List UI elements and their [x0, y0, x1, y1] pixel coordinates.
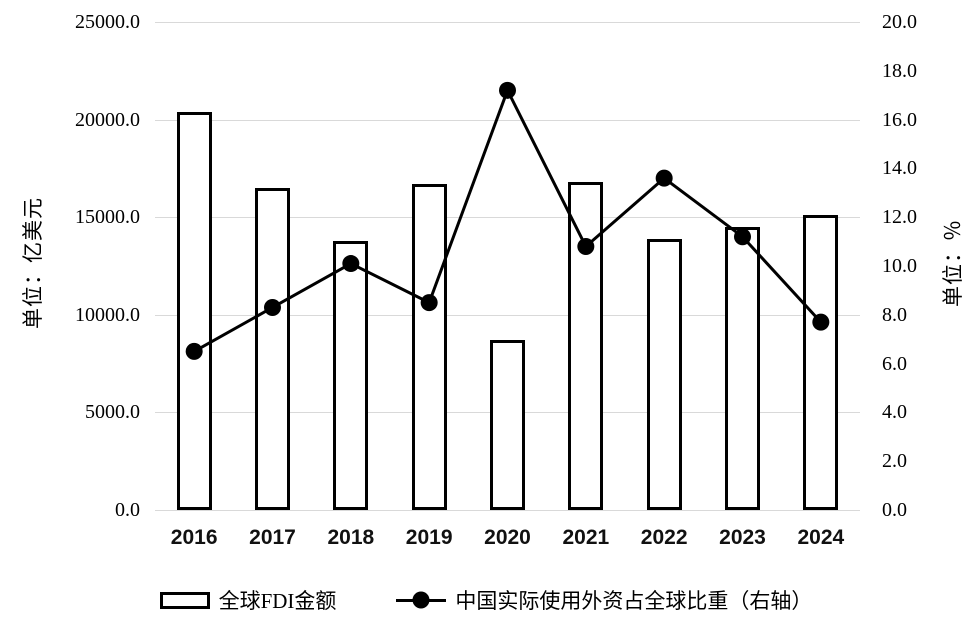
legend-item-fdi-bars: 全球FDI金额: [159, 585, 337, 615]
x-axis-label: 2023: [719, 526, 766, 549]
left-axis-title: 单位：亿美元: [21, 197, 45, 329]
legend-item-china-ratio: 中国实际使用外资占全球比重（右轴）: [396, 585, 812, 615]
x-axis-label: 2020: [484, 526, 531, 549]
right-axis-tick: 6.0: [882, 352, 907, 375]
right-axis-tick: 2.0: [882, 450, 907, 473]
fdi-bar: [490, 340, 525, 510]
right-axis-tick: 0.0: [882, 499, 907, 521]
right-axis-tick: 4.0: [882, 401, 907, 424]
x-axis-label: 2018: [327, 526, 375, 549]
fdi-bar: [333, 240, 369, 510]
x-axis-label: 2017: [249, 526, 296, 549]
right-axis-tick: 18.0: [882, 59, 917, 82]
x-axis-label: 2016: [170, 526, 218, 549]
fdi-bar: [803, 215, 839, 510]
left-axis-tick: 25000.0: [75, 11, 140, 33]
left-axis-tick: 0.0: [115, 499, 140, 521]
right-axis-title: 单位：％: [941, 219, 965, 307]
left-axis-tick: 20000.0: [75, 108, 140, 131]
fdi-bar: [568, 182, 604, 510]
gridline: [155, 22, 860, 23]
bar-series-label: 全球FDI金额: [218, 589, 337, 613]
left-axis-tick: 15000.0: [75, 206, 140, 229]
fdi-bar: [176, 111, 212, 510]
right-axis-tick: 8.0: [882, 303, 907, 326]
right-axis-tick: 20.0: [882, 11, 917, 33]
bar-series-swatch: [159, 591, 210, 609]
right-axis-tick: 14.0: [882, 157, 917, 180]
line-series-swatch: [396, 591, 447, 609]
line-marker-icon: [412, 591, 430, 609]
fdi-bar: [411, 184, 447, 510]
right-axis-tick: 10.0: [882, 255, 917, 277]
x-axis-label: 2019: [405, 526, 453, 549]
ratio-point: [499, 81, 516, 99]
left-axis-tick: 5000.0: [85, 401, 140, 424]
legend: 全球FDI金额 中国实际使用外资占全球比重（右轴）: [0, 582, 972, 618]
gridline: [155, 119, 860, 121]
fdi-bar: [725, 226, 760, 510]
x-axis-label: 2024: [797, 526, 845, 549]
right-axis-tick: 16.0: [882, 108, 917, 131]
gridline: [155, 510, 860, 511]
fdi-bar: [646, 238, 682, 510]
left-axis-tick: 10000.0: [75, 303, 140, 326]
ratio-point: [655, 169, 673, 187]
x-axis-label: 2021: [562, 526, 610, 549]
fdi-bar: [255, 187, 290, 510]
line-series-label: 中国实际使用外资占全球比重（右轴）: [455, 589, 813, 613]
right-axis-tick: 12.0: [882, 206, 917, 229]
x-axis-label: 2022: [640, 526, 688, 549]
